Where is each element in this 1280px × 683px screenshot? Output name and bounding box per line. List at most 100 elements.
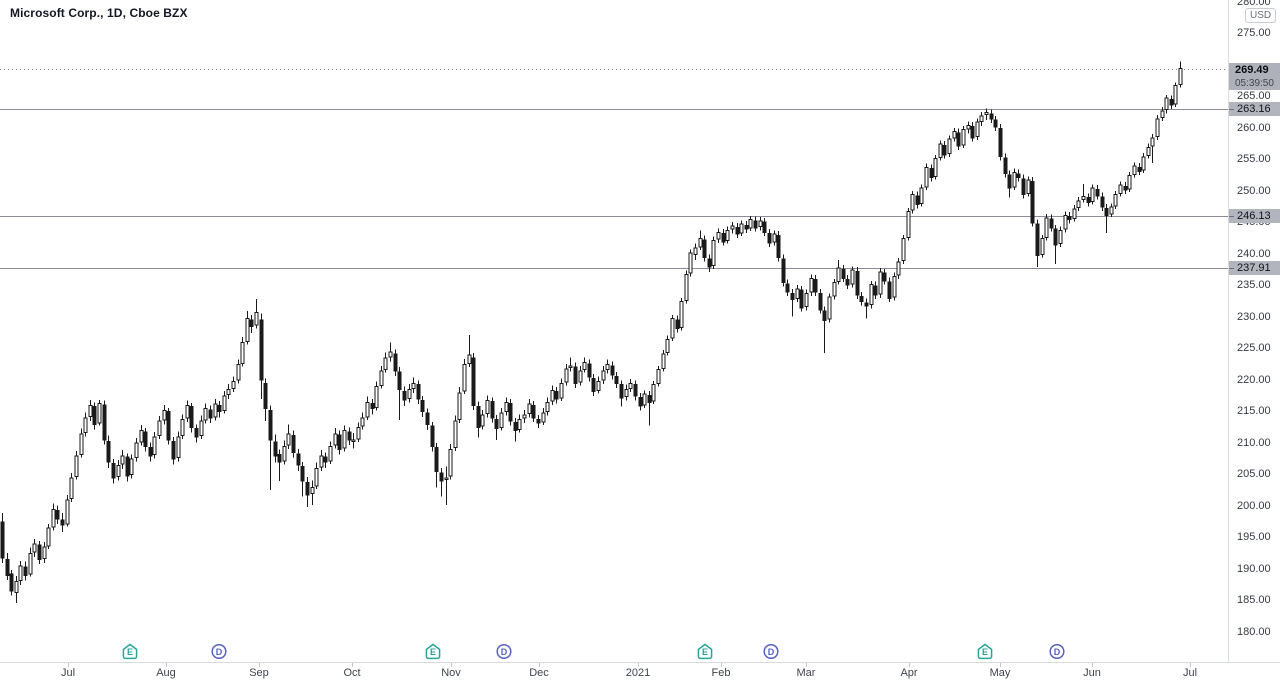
candle-body (189, 406, 194, 429)
candle-body (919, 187, 924, 204)
candle-body (647, 394, 652, 403)
candle-body (975, 121, 980, 138)
candle-body (273, 441, 278, 457)
candle-body (462, 364, 467, 392)
candle-body (1155, 118, 1160, 138)
price-level-label[interactable]: 237.91 (1229, 260, 1280, 275)
earnings-badge-icon[interactable]: E (697, 643, 714, 660)
candle-body (379, 370, 384, 386)
candle-body (906, 211, 911, 238)
candle-body (51, 508, 56, 528)
month-label-feb: Feb (711, 667, 731, 679)
month-tick (539, 663, 540, 667)
candle-body (360, 417, 365, 427)
candle-body (236, 364, 241, 381)
candle-body (758, 220, 763, 228)
candle-body (933, 158, 938, 177)
price-level-label[interactable]: 263.16 (1229, 101, 1280, 116)
candle-body (564, 368, 569, 383)
month-label-may: May (989, 667, 1011, 679)
candle-body (578, 370, 583, 383)
candle-body (993, 119, 998, 128)
candle-body (430, 425, 435, 447)
price-axis[interactable]: 280.00275.00265.00260.00255.00250.00245.… (1228, 0, 1280, 662)
candle-body (670, 318, 675, 339)
dividend-badge-icon[interactable]: D (763, 643, 780, 660)
candle-body (1012, 172, 1017, 188)
dividend-badge-icon[interactable]: D (496, 643, 513, 660)
candle-body (887, 281, 892, 300)
symbol-title[interactable]: Microsoft Corp., 1D, Cboe BZX (10, 6, 188, 20)
month-label-2021: 2021 (625, 667, 651, 679)
candle-body (938, 143, 943, 158)
candle-body (684, 274, 689, 301)
candle-body (809, 277, 814, 293)
chart-plot-area[interactable]: Microsoft Corp., 1D, Cboe BZX E D E D E D E D (0, 0, 1228, 662)
candle-body (351, 439, 356, 442)
candle-body (929, 168, 934, 178)
candle-body (772, 233, 777, 243)
candlestick-chart[interactable] (0, 0, 1228, 662)
candle-body (37, 544, 42, 561)
month-tick (1190, 663, 1191, 667)
last-price-label[interactable]: 269.49 (1229, 62, 1280, 77)
candle-body (610, 365, 615, 376)
svg-text:D: D (1054, 647, 1061, 657)
candle-body (651, 384, 656, 402)
candle-body (0, 521, 5, 559)
candle-body (1086, 197, 1091, 204)
candle-body (416, 384, 421, 400)
dividend-badge-icon[interactable]: D (211, 643, 228, 660)
candle-body (910, 194, 915, 211)
candle-body (1127, 175, 1132, 190)
earnings-badge-icon[interactable]: E (425, 643, 442, 660)
candle-body (522, 414, 527, 419)
month-tick (68, 663, 69, 667)
candle-body (171, 440, 176, 460)
candle-body (305, 481, 310, 496)
candle-body (568, 365, 573, 369)
candle-body (947, 138, 952, 155)
candle-body (393, 353, 398, 372)
candle-body (291, 435, 296, 454)
price-tick-label: 280.00 (1237, 0, 1271, 9)
candle-body (148, 447, 153, 457)
candle-body (42, 546, 47, 559)
currency-badge[interactable]: USD (1245, 8, 1277, 23)
candle-body (730, 225, 735, 230)
candle-body (545, 401, 550, 413)
candle-body (102, 404, 107, 441)
candle-body (591, 377, 596, 393)
price-tick-label: 210.00 (1237, 436, 1271, 449)
candle-body (166, 411, 171, 441)
candle-body (88, 404, 93, 418)
candle-body (550, 389, 555, 402)
candle-body (439, 472, 444, 482)
candle-body (249, 319, 254, 328)
candle-body (46, 527, 51, 547)
earnings-badge-icon[interactable]: E (122, 643, 139, 660)
candle-body (1090, 187, 1095, 202)
price-tick-label: 195.00 (1237, 531, 1271, 544)
price-level-label[interactable]: 246.13 (1229, 208, 1280, 223)
earnings-badge-icon[interactable]: E (977, 643, 994, 660)
candle-body (882, 272, 887, 282)
candle-body (785, 283, 790, 293)
candle-body (1113, 194, 1118, 207)
candle-body (952, 131, 957, 139)
candle-body (675, 319, 680, 330)
time-axis[interactable]: Jul Aug Sep Oct Nov Dec 2021 Feb Mar Apr May Jun Jul (0, 662, 1280, 683)
candle-body (850, 269, 855, 285)
candle-body (924, 167, 929, 188)
candle-body (1095, 189, 1100, 197)
price-tick-label: 240.00 (1237, 247, 1271, 260)
dividend-badge-icon[interactable]: D (1049, 643, 1066, 660)
candle-body (1100, 196, 1105, 208)
candle-body (1040, 238, 1045, 255)
candle-body (656, 369, 661, 385)
candle-body (125, 456, 130, 477)
candle-body (725, 229, 730, 241)
candle-body (203, 408, 208, 421)
candle-body (157, 420, 162, 437)
month-tick (909, 663, 910, 667)
